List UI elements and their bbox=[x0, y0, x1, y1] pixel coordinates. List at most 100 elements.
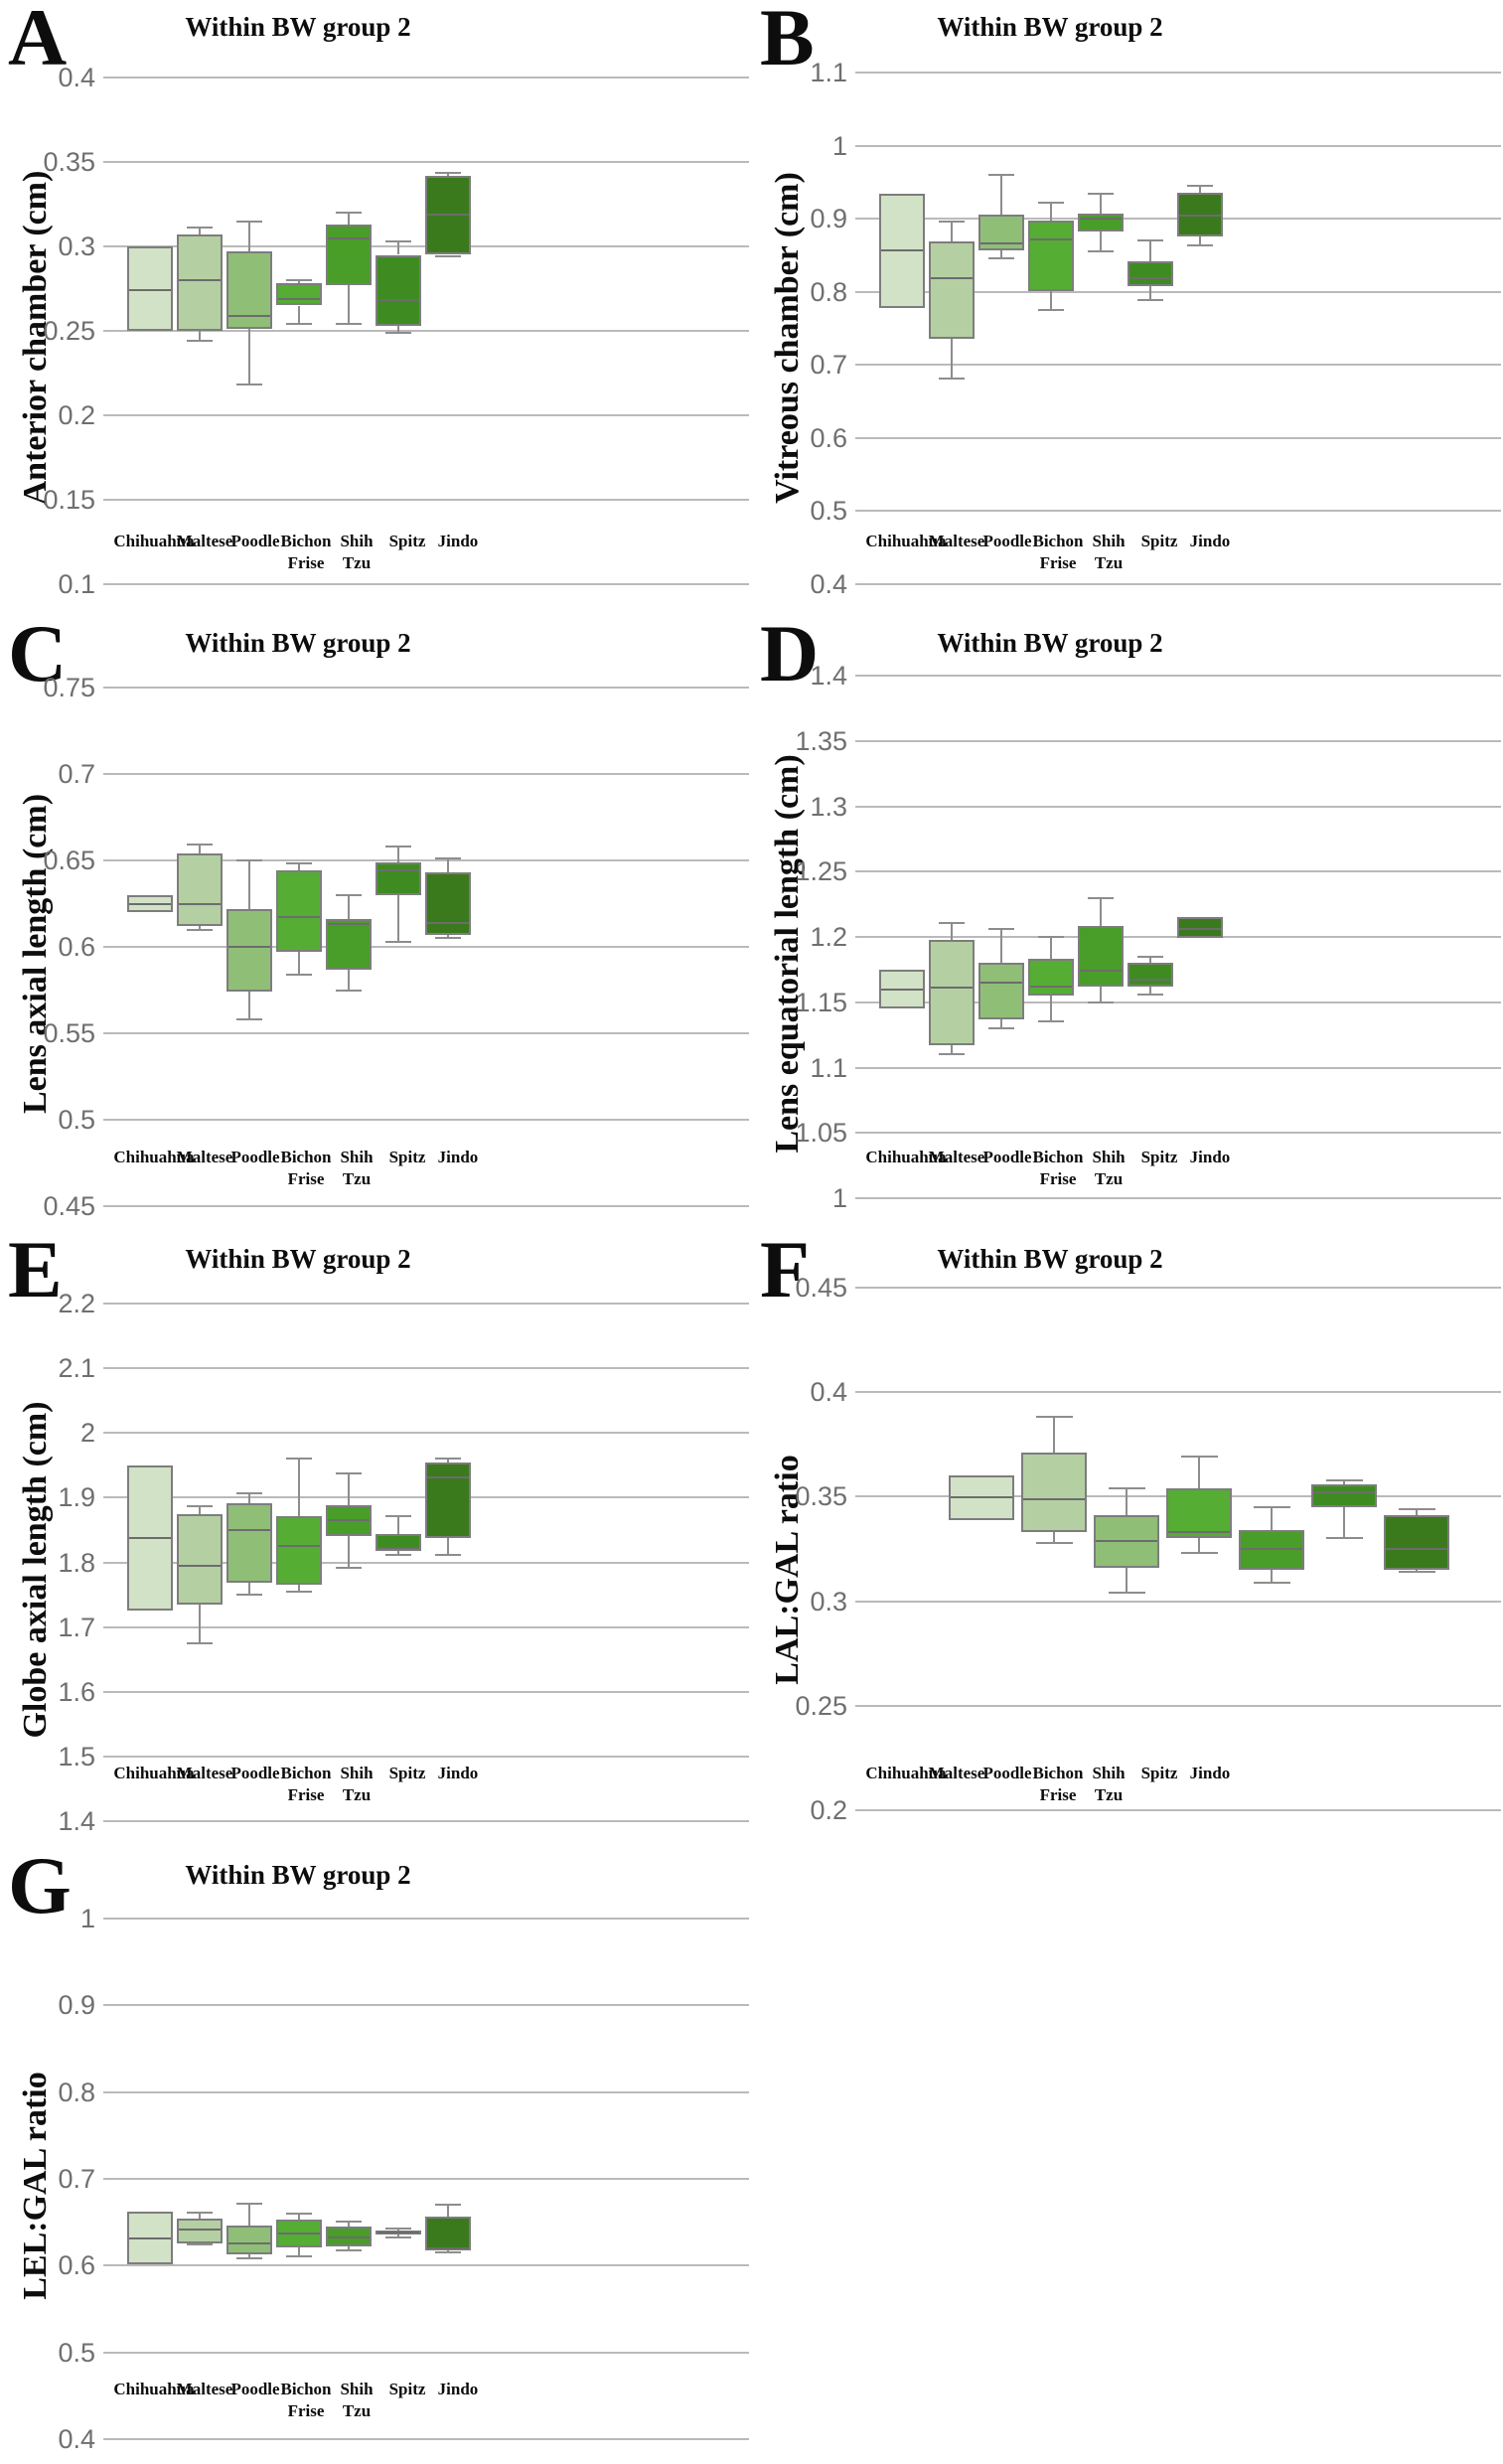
whisker-jindo bbox=[1416, 1570, 1418, 1573]
y-tick-label: 1.5 bbox=[58, 1741, 95, 1771]
y-tick-label: 1.1 bbox=[810, 58, 847, 87]
box-poodle bbox=[978, 215, 1024, 250]
category-label-jindo: Jindo bbox=[406, 2379, 510, 2400]
category-label-shih-tzu: Shih Tzu bbox=[305, 1147, 408, 1190]
whisker-maltese bbox=[1053, 1417, 1055, 1454]
whisker-cap-spitz bbox=[1325, 1537, 1363, 1540]
gridline bbox=[855, 1001, 1501, 1003]
category-label-line: Frise bbox=[1039, 1785, 1077, 1804]
gridline bbox=[103, 414, 749, 416]
panel-title: Within BW group 2 bbox=[937, 628, 1163, 658]
box-poodle bbox=[226, 1503, 272, 1584]
whisker-bichon-frise bbox=[1050, 996, 1052, 1022]
category-label-line: Tzu bbox=[1094, 1169, 1124, 1188]
category-label-line: Chihuahua bbox=[865, 1764, 947, 1782]
y-tick-label: 0.5 bbox=[58, 1105, 95, 1135]
gridline bbox=[103, 499, 749, 501]
median-maltese bbox=[179, 902, 221, 905]
whisker-bichon-frise bbox=[298, 863, 300, 871]
whisker-cap-spitz bbox=[385, 239, 411, 242]
median-jindo bbox=[427, 921, 469, 924]
category-label-line: Jindo bbox=[437, 1148, 479, 1166]
y-tick-label: 0.4 bbox=[58, 63, 95, 92]
whisker-spitz bbox=[397, 240, 399, 255]
whisker-cap-jindo bbox=[435, 2204, 461, 2207]
box-shih-tzu bbox=[326, 919, 372, 970]
whisker-cap-shih-tzu bbox=[1088, 1001, 1114, 1003]
whisker-cap-spitz bbox=[385, 331, 411, 334]
y-tick-label: 0.8 bbox=[810, 276, 847, 307]
whisker-shih-tzu bbox=[348, 2221, 350, 2228]
whisker-maltese bbox=[951, 338, 953, 380]
category-label-line: Shih bbox=[1092, 1764, 1126, 1782]
y-tick-label: 0.35 bbox=[795, 1481, 847, 1512]
y-tick-label: 0.5 bbox=[810, 496, 847, 527]
whisker-maltese bbox=[199, 331, 201, 342]
panel-letter-e: E bbox=[8, 1224, 63, 1314]
y-tick-label: 0.45 bbox=[43, 1191, 95, 1221]
category-label-shih-tzu: Shih Tzu bbox=[305, 1763, 408, 1806]
whisker-cap-jindo bbox=[1398, 1508, 1435, 1511]
y-tick-label: 0.4 bbox=[810, 569, 847, 599]
whisker-cap-spitz bbox=[1137, 239, 1163, 242]
whisker-cap-spitz bbox=[1137, 298, 1163, 301]
whisker-bichon-frise bbox=[298, 2246, 300, 2256]
median-spitz bbox=[377, 869, 419, 872]
category-label-line: Jindo bbox=[1189, 1148, 1231, 1166]
whisker-bichon-frise bbox=[298, 305, 300, 325]
category-label-poodle: Poodle bbox=[204, 1147, 307, 1168]
whisker-cap-maltese bbox=[187, 227, 213, 230]
box-maltese bbox=[1021, 1453, 1087, 1533]
whisker-shih-tzu bbox=[1100, 897, 1102, 927]
median-bichon-frise bbox=[1168, 1531, 1230, 1534]
whisker-bichon-frise bbox=[1198, 1538, 1200, 1554]
gridline bbox=[103, 161, 749, 163]
median-poodle bbox=[228, 2241, 270, 2244]
category-label-line: Bichon bbox=[280, 2380, 332, 2398]
panel-letter-c: C bbox=[8, 608, 68, 698]
whisker-spitz bbox=[1149, 956, 1151, 964]
median-jindo bbox=[427, 2246, 469, 2249]
whisker-maltese bbox=[951, 922, 953, 940]
category-label-jindo: Jindo bbox=[406, 1147, 510, 1168]
category-label-line: Tzu bbox=[342, 1169, 372, 1188]
median-maltese bbox=[179, 279, 221, 281]
category-label-line: Chihuahua bbox=[113, 1148, 195, 1166]
category-label-line: Spitz bbox=[388, 532, 426, 550]
median-shih-tzu bbox=[328, 1518, 370, 1521]
category-label-line: Frise bbox=[287, 1785, 325, 1804]
gridline bbox=[103, 330, 749, 332]
panel-f: F Within BW group 2 LAL:GAL ratio 0.45 0.4 0.… bbox=[752, 1226, 1503, 1848]
category-label-line: Tzu bbox=[1094, 1785, 1124, 1804]
category-label-maltese: Maltese bbox=[905, 1147, 1008, 1168]
whisker-maltese bbox=[199, 2213, 201, 2220]
whisker-cap-bichon-frise bbox=[286, 2212, 312, 2215]
whisker-jindo bbox=[447, 2205, 449, 2218]
category-label-line: Frise bbox=[287, 553, 325, 572]
gridline bbox=[103, 2438, 749, 2440]
whisker-bichon-frise bbox=[298, 2213, 300, 2221]
category-label-line: Frise bbox=[287, 1169, 325, 1188]
category-label-line: Shih bbox=[340, 532, 374, 550]
category-label-line: Shih bbox=[340, 1148, 374, 1166]
y-tick-label: 0.7 bbox=[58, 2164, 95, 2194]
category-label-line: Tzu bbox=[342, 553, 372, 572]
whisker-cap-poodle bbox=[236, 220, 262, 223]
whisker-maltese bbox=[1053, 1532, 1055, 1543]
box-jindo bbox=[425, 872, 471, 935]
category-label-line: Jindo bbox=[1189, 1764, 1231, 1782]
whisker-spitz bbox=[397, 2228, 399, 2232]
median-spitz bbox=[1313, 1491, 1375, 1494]
panel-title: Within BW group 2 bbox=[185, 1860, 411, 1890]
box-poodle bbox=[226, 251, 272, 330]
whisker-cap-jindo bbox=[435, 1458, 461, 1461]
category-label-line: Maltese bbox=[928, 532, 985, 550]
whisker-cap-bichon-frise bbox=[286, 2254, 312, 2257]
whisker-bichon-frise bbox=[1050, 937, 1052, 960]
y-tick-label: 0.6 bbox=[58, 932, 95, 962]
median-shih-tzu bbox=[1241, 1548, 1302, 1550]
whisker-cap-bichon-frise bbox=[286, 279, 312, 281]
whisker-spitz bbox=[1149, 285, 1151, 300]
median-shih-tzu bbox=[328, 923, 370, 926]
